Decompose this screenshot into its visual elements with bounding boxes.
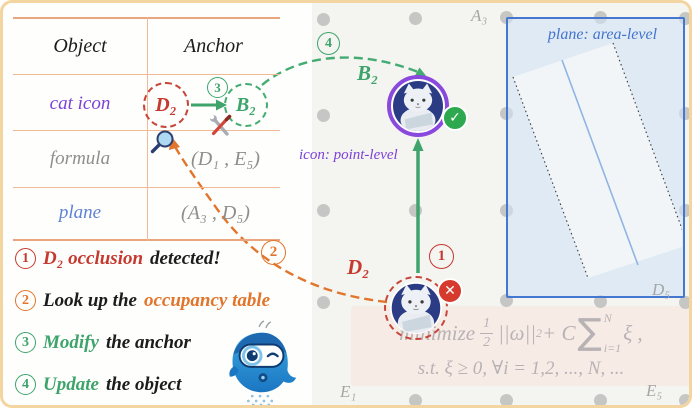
icon-point-level-label: icon: point-level [299,147,398,163]
table-line-top [13,17,280,19]
step-caption-2: 2 Look up the occupancy table [15,288,270,313]
old-anchor-circle: D₂ [143,82,189,128]
grid-dot [316,295,330,309]
grid-dot [408,203,422,217]
cat-icon-d2 [384,276,448,340]
table-header-anchor: Anchor [184,35,243,57]
grid-dot [316,12,330,26]
formula-fraction: 1 2 [480,316,494,350]
tools-icon [209,114,232,136]
step-text: the object [105,373,182,395]
scene-marker-4: 4 [317,32,340,55]
step-number-icon: 3 [15,332,36,353]
step-caption-1: 1 D₂ occlusion detected! [15,246,270,271]
step-text: Modify [43,331,99,353]
step-caption-4: 4 Update the object [15,372,270,397]
table-line-divider [147,17,148,241]
scene-marker-2: 2 [261,240,286,265]
scene-label-d2: D₂ [347,255,370,279]
step-text: the anchor [105,331,191,353]
svm-margin-lines [512,42,682,279]
cat-icon-b2 [387,75,449,137]
grid-label-e5: E₅ [646,381,663,400]
grid-dot [678,393,689,405]
scene-label-b2: B₂ [357,61,379,85]
table-row-plane-label: plane [58,202,102,223]
table-row-cat-label: cat icon [49,93,111,114]
cross-badge-icon: ✕ [437,278,463,304]
scene-marker-3: 3 [207,77,228,98]
table-plane-anchor: (A₃ , D₅) [181,202,250,224]
grid-dot [593,393,607,405]
cat-avatar-icon [393,81,443,131]
step-caption-3: 3 Modify the anchor [15,330,270,355]
grid-label-a3: A₃ [471,6,488,25]
plane-area-label: plane: area-level [547,26,658,43]
formula-sum: ∑ N i=1 [577,311,622,355]
step-text: occupancy table [143,289,271,311]
table-row-formula-label: formula [49,148,111,169]
robot-mascot-icon [229,320,297,405]
grid-label-e1: E₁ [340,382,357,401]
grid-label-d5: D₅ [652,280,671,299]
step-number-icon: 4 [15,374,36,395]
step-number-icon: 1 [15,248,36,269]
check-badge-icon: ✓ [442,105,468,131]
grid-dot [499,393,513,405]
anchor-change-arrow [191,99,227,111]
svm-formula: minimize 1 2 ||ω|| 2 + C ∑ N i=1 ξ , s.t.… [351,306,689,386]
formula-line2: s.t. ξ ≥ 0, ∀i = 1,2, ..., N, ... [417,358,625,379]
table-header-object: Object [53,35,107,57]
table-line-row2 [13,187,280,188]
step-text: Look up the [43,289,137,311]
grid-dot [408,393,422,405]
grid-dot [678,295,689,309]
step-text: D₂ occlusion [43,247,144,269]
step-text: Update [43,373,99,395]
cat-avatar-icon [390,282,442,334]
step-text: detected! [150,247,221,269]
grid-dot [316,203,330,217]
table-line-header [13,74,280,75]
grid-dot [316,108,330,122]
table-line-bottom [13,239,280,241]
grid-dot [408,11,422,25]
scene-marker-1: 1 [429,244,454,269]
plane-area-rect: plane: area-level [506,17,685,298]
table-line-row1 [13,130,280,131]
table-formula-anchor: (D₁ , E₅) [191,148,260,170]
magnifier-icon [150,130,174,154]
step-number-icon: 2 [15,290,36,311]
